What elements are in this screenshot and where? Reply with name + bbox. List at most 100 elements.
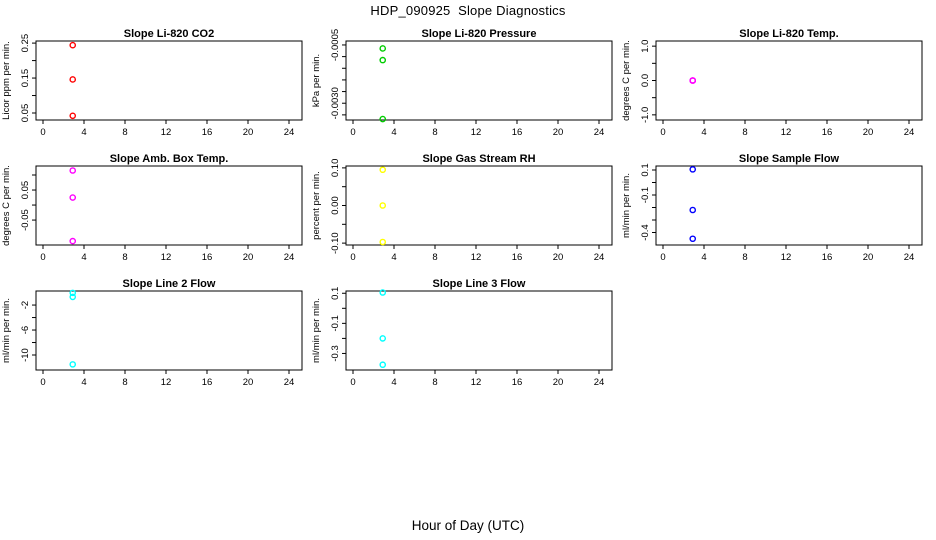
- x-tick-label: 12: [781, 127, 792, 138]
- data-point: [69, 112, 77, 120]
- x-tick-label: 16: [512, 127, 523, 138]
- y-tick-label: -6: [20, 326, 31, 334]
- x-tick-label: 24: [284, 377, 295, 388]
- x-tick-label: 4: [391, 252, 396, 263]
- x-tick-label: 4: [701, 252, 706, 263]
- data-point: [379, 45, 387, 52]
- data-point: [69, 167, 77, 174]
- panel-slope-line-2-flow: Slope Line 2 Flow ml/min per min. 0 4 8 12 16 2…: [1, 278, 303, 388]
- data-point: [379, 56, 387, 64]
- x-tick-label: 20: [553, 252, 564, 263]
- y-axis-title: Licor ppm per min.: [1, 41, 12, 120]
- panel-slope-li-820-temp: Slope Li-820 Temp. degrees C per min. 0 4 8 1…: [621, 28, 923, 138]
- data-point: [69, 41, 77, 49]
- x-tick-label: 20: [553, 377, 564, 388]
- x-tick-label: 24: [904, 127, 915, 138]
- data-point: [69, 293, 77, 301]
- x-tick-label: 24: [284, 252, 295, 263]
- x-tick-label: 4: [391, 377, 396, 388]
- x-tick-label: 0: [660, 127, 665, 138]
- panel-title: Slope Line 3 Flow: [433, 278, 526, 290]
- panel-title: Slope Li-820 Pressure: [422, 28, 537, 40]
- y-tick-label: 0.10: [330, 159, 341, 178]
- x-tick-label: 24: [284, 127, 295, 138]
- y-tick-label: 0.0: [640, 74, 651, 87]
- plot-box: [345, 40, 613, 121]
- x-tick-label: 12: [471, 127, 482, 138]
- panel-slope-line-3-flow: Slope Line 3 Flow ml/min per min. 0 4 8 12 16 2…: [311, 278, 613, 388]
- x-tick-label: 16: [202, 127, 213, 138]
- x-tick-label: 8: [432, 252, 437, 263]
- y-axis-title: degrees C per min.: [1, 165, 12, 246]
- y-tick-label: -0.1: [640, 187, 651, 203]
- panel-title: Slope Amb. Box Temp.: [110, 153, 229, 165]
- panel-slope-li-820-co2: Slope Li-820 CO2 Licor ppm per min. 0 4 8 12 1…: [1, 28, 303, 138]
- plot-box: [345, 290, 613, 371]
- x-tick-label: 0: [40, 377, 45, 388]
- data-point: [69, 289, 77, 297]
- data-point: [69, 237, 77, 245]
- x-tick-label: 4: [81, 377, 86, 388]
- x-tick-label: 0: [40, 127, 45, 138]
- data-point: [379, 361, 387, 369]
- y-tick-label: 1.0: [640, 40, 651, 53]
- x-tick-label: 4: [391, 127, 396, 138]
- y-tick-label: 0.00: [330, 196, 341, 215]
- panel-slope-li-820-pressure: Slope Li-820 Pressure kPa per min. 0 4 8 12 16…: [311, 28, 613, 138]
- y-axis-title: degrees C per min.: [621, 40, 632, 121]
- data-point: [379, 335, 387, 342]
- x-tick-label: 12: [781, 252, 792, 263]
- y-tick-label: 0.15: [20, 69, 31, 88]
- x-tick-label: 24: [904, 252, 915, 263]
- x-tick-label: 20: [863, 252, 874, 263]
- data-point: [689, 77, 697, 84]
- x-tick-label: 0: [350, 252, 355, 263]
- plot-box: [35, 290, 303, 371]
- x-tick-label: 12: [161, 127, 172, 138]
- x-tick-label: 8: [432, 127, 437, 138]
- panel-title: Slope Li-820 CO2: [124, 28, 214, 40]
- x-tick-label: 24: [594, 252, 605, 263]
- x-tick-label: 0: [40, 252, 45, 263]
- x-tick-label: 8: [432, 377, 437, 388]
- x-axis-label: Hour of Day (UTC): [411, 518, 525, 533]
- data-point: [689, 166, 697, 173]
- plot-box: [35, 40, 303, 121]
- y-tick-label: -10: [20, 348, 31, 362]
- x-tick-label: 8: [122, 377, 127, 388]
- data-point: [69, 194, 77, 201]
- x-tick-label: 4: [81, 252, 86, 263]
- y-tick-label: -1.0: [640, 107, 651, 123]
- x-tick-label: 16: [822, 127, 833, 138]
- x-tick-label: 12: [471, 377, 482, 388]
- panel-slope-sample-flow: Slope Sample Flow ml/min per min. 0 4 8 12 16 2…: [621, 153, 923, 263]
- x-tick-label: 16: [202, 252, 213, 263]
- y-tick-label: -2: [20, 301, 31, 309]
- plot-box: [655, 165, 923, 246]
- y-tick-label: -0.10: [330, 232, 341, 254]
- y-axis-title: ml/min per min.: [1, 298, 12, 363]
- x-tick-label: 16: [512, 252, 523, 263]
- data-point: [379, 166, 387, 174]
- y-tick-label: 0.05: [20, 181, 31, 200]
- panel-title: Slope Li-820 Temp.: [739, 28, 838, 40]
- x-tick-label: 0: [350, 377, 355, 388]
- data-point: [69, 361, 77, 368]
- data-point: [689, 235, 697, 243]
- panel-title: Slope Sample Flow: [739, 153, 840, 165]
- data-point: [379, 238, 387, 246]
- y-axis-title: percent per min.: [311, 171, 322, 240]
- figure-title: HDP_090925 Slope Diagnostics: [370, 3, 566, 18]
- x-tick-label: 8: [122, 127, 127, 138]
- y-tick-label: 0.1: [330, 287, 341, 300]
- x-tick-label: 8: [742, 252, 747, 263]
- plot-box: [35, 165, 303, 246]
- x-tick-label: 20: [243, 377, 254, 388]
- data-point: [379, 289, 387, 296]
- y-tick-label: 0.1: [640, 163, 651, 176]
- x-tick-label: 16: [512, 377, 523, 388]
- data-point: [379, 202, 387, 209]
- panels-grid: Slope Li-820 CO2 Licor ppm per min. 0 4 8 12 1…: [0, 20, 936, 400]
- x-tick-label: 20: [553, 127, 564, 138]
